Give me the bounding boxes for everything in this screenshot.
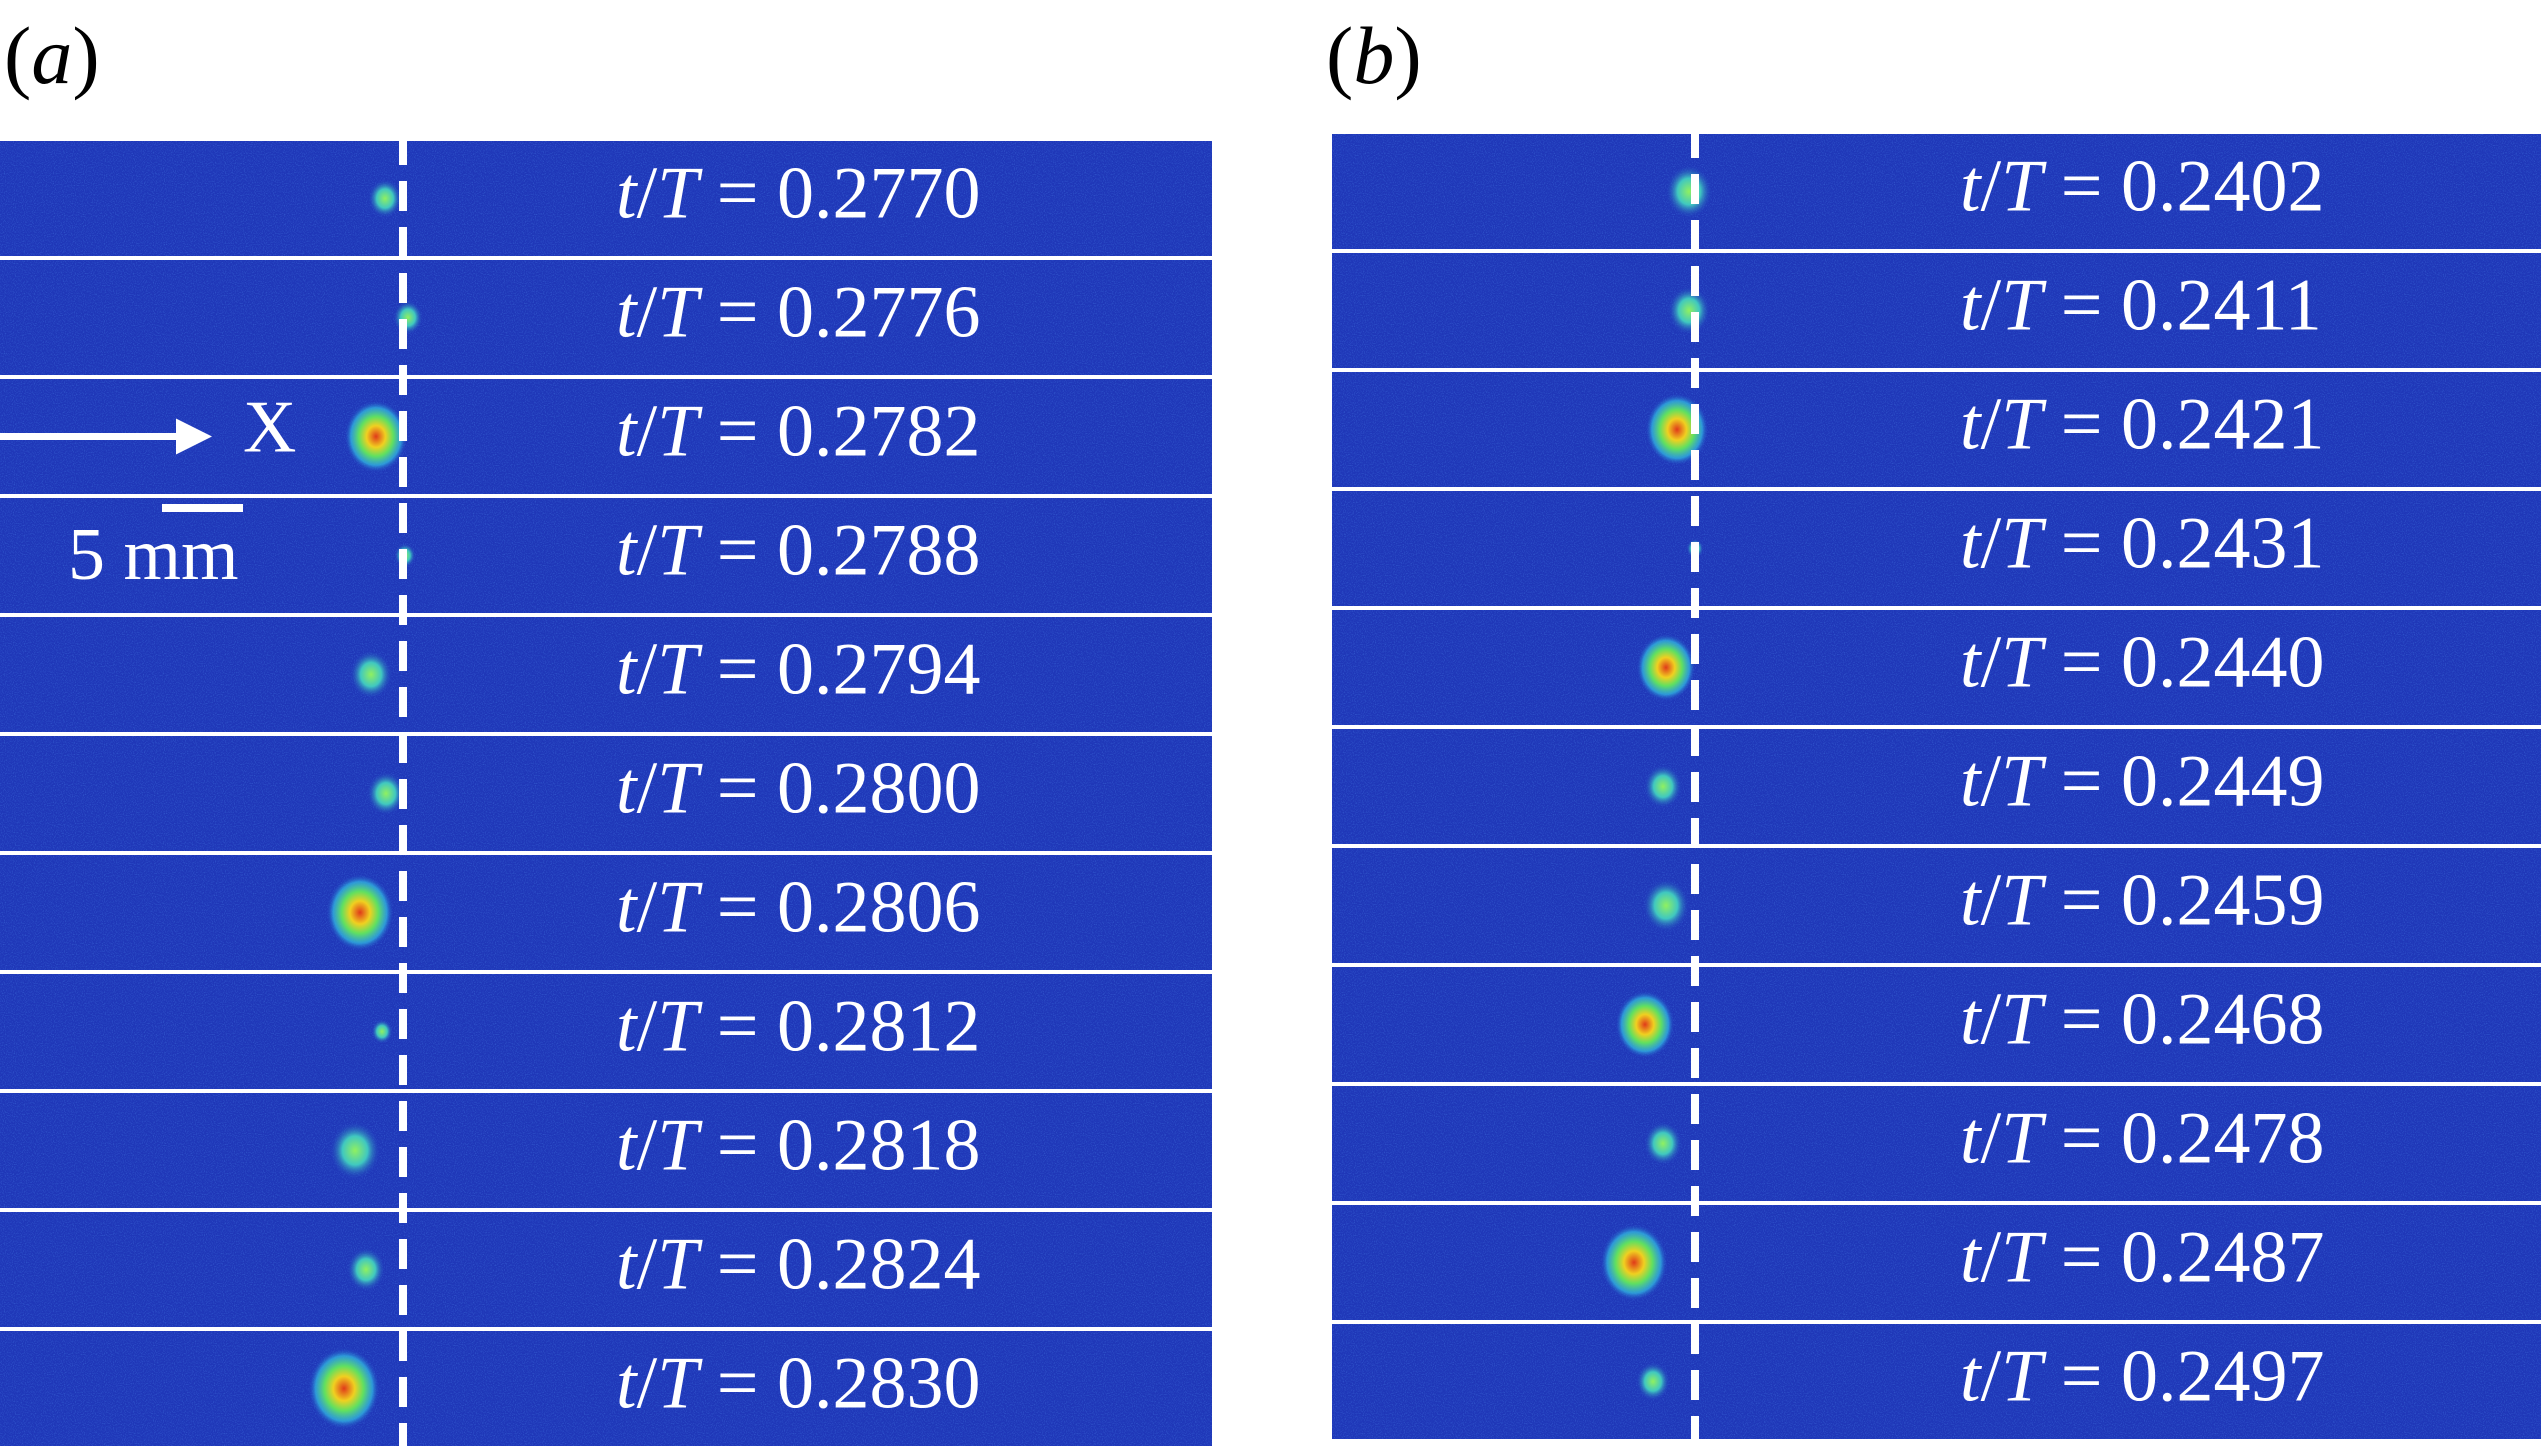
frame-noise [0, 855, 1212, 970]
frame-label: t/T = 0.2431 [1960, 502, 2325, 584]
particle [1644, 1121, 1682, 1166]
frame-noise [1332, 610, 2541, 725]
frame-noise [0, 617, 1212, 732]
particle [1642, 879, 1690, 932]
frame-label: t/T = 0.2824 [616, 1223, 981, 1305]
particle [1636, 633, 1696, 702]
frame-label: t/T = 0.2487 [1960, 1216, 2325, 1298]
frame-noise [0, 260, 1212, 375]
particle [393, 300, 423, 335]
frame-label: t/T = 0.2812 [616, 985, 981, 1067]
frame-label: t/T = 0.2468 [1960, 978, 2325, 1060]
particle [344, 400, 408, 473]
frame-noise [1332, 1086, 2541, 1201]
frame-label: t/T = 0.2770 [616, 152, 981, 234]
scale-bar-label: 5 mm [68, 514, 239, 596]
particle [1668, 286, 1710, 335]
frame-noise [1332, 134, 2541, 249]
frame-label: t/T = 0.2497 [1960, 1335, 2325, 1417]
panel-label: (b) [1326, 10, 1422, 101]
frame-noise [0, 1093, 1212, 1208]
frame-noise [0, 498, 1212, 613]
frame-label: t/T = 0.2478 [1960, 1097, 2325, 1179]
particle [371, 1019, 393, 1044]
frame-label: t/T = 0.2776 [616, 271, 981, 353]
frame-label: t/T = 0.2818 [616, 1104, 981, 1186]
frame-label: t/T = 0.2782 [616, 390, 981, 472]
particle [367, 771, 405, 816]
frame-noise [1332, 491, 2541, 606]
frame-label: t/T = 0.2830 [616, 1342, 981, 1424]
frame-label: t/T = 0.2800 [616, 747, 981, 829]
arrow-head [176, 418, 212, 455]
panel-label: (a) [4, 10, 100, 101]
particle [326, 874, 394, 951]
particle [1645, 393, 1709, 466]
frame-label: t/T = 0.2788 [616, 509, 981, 591]
axis-label: X [243, 386, 296, 468]
frame-noise [1332, 848, 2541, 963]
frame-noise [0, 1212, 1212, 1327]
frame-label: t/T = 0.2459 [1960, 859, 2325, 941]
particle [1644, 764, 1682, 809]
particle [329, 1121, 381, 1180]
frame-noise [1332, 967, 2541, 1082]
particle [1665, 165, 1713, 218]
frame-noise [1332, 729, 2541, 844]
frame-label: t/T = 0.2794 [616, 628, 981, 710]
frame-noise [0, 736, 1212, 851]
frame-label: t/T = 0.2449 [1960, 740, 2325, 822]
frame-label: t/T = 0.2411 [1960, 264, 2322, 346]
frame-noise [1332, 372, 2541, 487]
frame-noise [1332, 1324, 2541, 1439]
particle [347, 1247, 385, 1292]
frame-noise [0, 141, 1212, 256]
frame-noise [1332, 253, 2541, 368]
particle [1615, 990, 1675, 1059]
particle [308, 1347, 380, 1430]
frame-label: t/T = 0.2806 [616, 866, 981, 948]
particle [1600, 1224, 1668, 1301]
particle [350, 650, 392, 699]
frame-label: t/T = 0.2440 [1960, 621, 2325, 703]
frame-noise [0, 1331, 1212, 1446]
particle [1636, 1362, 1670, 1401]
frame-label: t/T = 0.2402 [1960, 145, 2325, 227]
frame-noise [1332, 1205, 2541, 1320]
particle [368, 179, 402, 218]
frame-label: t/T = 0.2421 [1960, 383, 2325, 465]
panels: t/T = 0.2770 t/T = 0.2776 t/T = 0.2782 t/T … [0, 128, 2541, 1449]
frame-noise [0, 974, 1212, 1089]
